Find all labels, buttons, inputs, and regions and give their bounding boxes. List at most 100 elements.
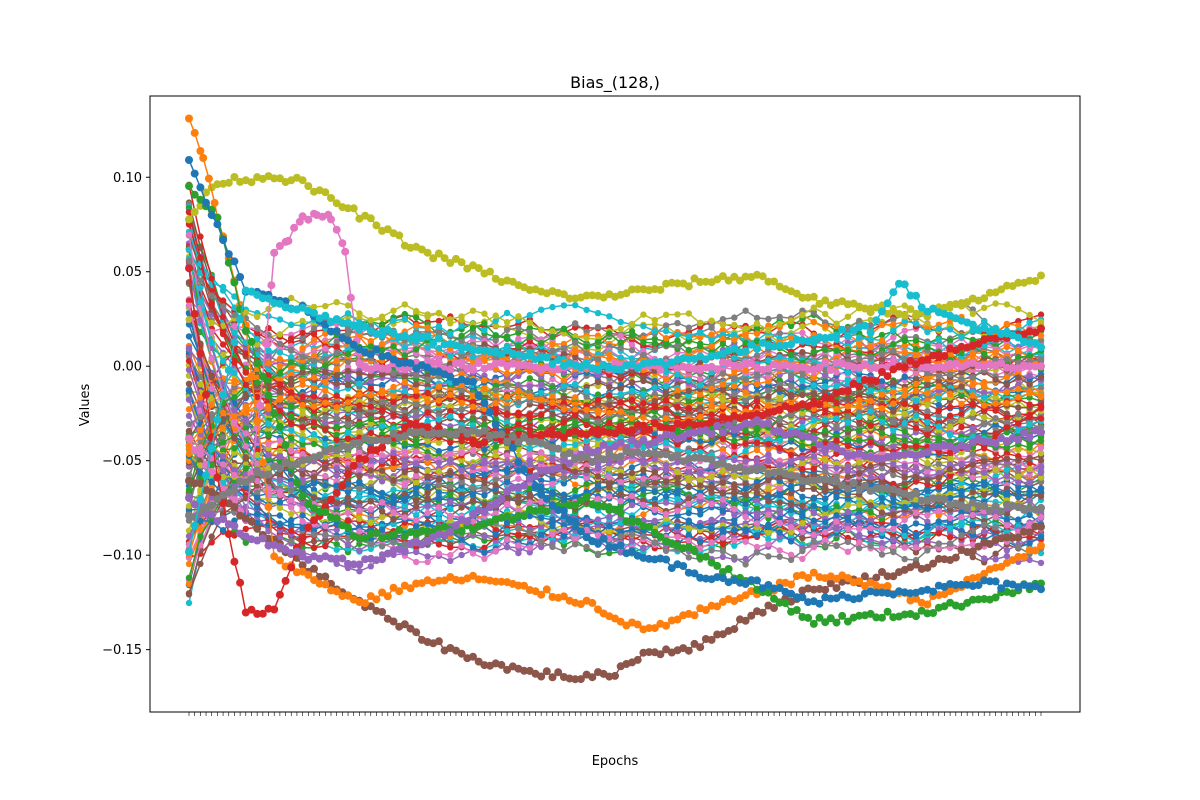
data-point bbox=[265, 353, 272, 360]
data-point bbox=[583, 480, 590, 488]
data-point bbox=[753, 446, 761, 454]
data-point bbox=[424, 458, 431, 466]
data-point bbox=[787, 322, 795, 330]
data-point bbox=[810, 374, 817, 381]
data-point bbox=[1037, 374, 1045, 381]
data-point bbox=[344, 541, 352, 548]
data-point bbox=[890, 378, 897, 386]
data-point bbox=[254, 341, 261, 348]
series-line bbox=[188, 305, 1042, 522]
data-point bbox=[515, 368, 522, 375]
data-point bbox=[310, 538, 318, 545]
data-point bbox=[413, 314, 420, 321]
data-point bbox=[572, 481, 579, 488]
data-point bbox=[503, 370, 511, 377]
data-point bbox=[333, 546, 340, 553]
data-point bbox=[231, 532, 238, 539]
data-point bbox=[594, 378, 602, 386]
data-point bbox=[594, 371, 602, 379]
data-point bbox=[969, 336, 976, 344]
data-point bbox=[924, 321, 931, 328]
data-point bbox=[753, 325, 761, 332]
data-point bbox=[242, 525, 249, 533]
data-point bbox=[322, 537, 329, 544]
data-point bbox=[765, 536, 772, 543]
data-point bbox=[481, 532, 488, 540]
data-point bbox=[1003, 381, 1011, 389]
data-point bbox=[481, 377, 488, 384]
data-point bbox=[822, 388, 829, 395]
data-point bbox=[356, 547, 363, 554]
data-point bbox=[662, 322, 670, 329]
data-point bbox=[799, 329, 806, 336]
data-point bbox=[413, 381, 420, 388]
data-point bbox=[1037, 311, 1045, 318]
data-point bbox=[299, 317, 306, 325]
data-point bbox=[481, 537, 488, 544]
data-point bbox=[833, 502, 840, 510]
data-point bbox=[946, 534, 954, 541]
data-point bbox=[901, 373, 908, 381]
data-point bbox=[776, 485, 783, 492]
data-point bbox=[1015, 446, 1022, 453]
data-point bbox=[219, 434, 227, 441]
data-point bbox=[640, 511, 647, 518]
data-point bbox=[526, 375, 533, 382]
data-point bbox=[185, 599, 193, 607]
data-point bbox=[310, 544, 318, 551]
data-point bbox=[924, 487, 931, 494]
data-point bbox=[981, 528, 988, 535]
data-point bbox=[219, 341, 227, 348]
data-point bbox=[1003, 374, 1011, 381]
data-point bbox=[219, 351, 227, 359]
data-point bbox=[526, 549, 533, 556]
data-point bbox=[435, 509, 443, 516]
data-point bbox=[481, 544, 488, 551]
data-point bbox=[799, 383, 806, 391]
data-point bbox=[753, 497, 761, 505]
data-point bbox=[185, 380, 193, 387]
data-point bbox=[901, 327, 908, 334]
data-point bbox=[435, 489, 443, 496]
data-point bbox=[1026, 381, 1033, 388]
data-point bbox=[242, 539, 249, 546]
data-point bbox=[356, 374, 363, 382]
data-point bbox=[935, 401, 942, 409]
data-point bbox=[935, 530, 942, 537]
data-point bbox=[197, 381, 204, 388]
data-point bbox=[1037, 549, 1045, 557]
data-point bbox=[447, 505, 454, 513]
data-point bbox=[992, 376, 999, 383]
data-point bbox=[378, 381, 386, 389]
data-point bbox=[515, 329, 522, 337]
data-point bbox=[503, 326, 511, 334]
data-point bbox=[322, 542, 329, 550]
data-point bbox=[731, 542, 738, 549]
data-point bbox=[1015, 374, 1022, 381]
data-point bbox=[878, 378, 886, 385]
data-point bbox=[799, 323, 806, 330]
data-point bbox=[185, 560, 193, 568]
data-point bbox=[651, 335, 658, 342]
data-point bbox=[344, 374, 352, 382]
data-point bbox=[435, 317, 443, 325]
data-point bbox=[1037, 449, 1045, 457]
data-point bbox=[969, 553, 976, 561]
data-point bbox=[356, 494, 363, 501]
data-point bbox=[674, 496, 681, 503]
data-point bbox=[310, 486, 318, 493]
data-point bbox=[912, 337, 920, 344]
data-point bbox=[776, 330, 783, 337]
data-point bbox=[378, 321, 386, 328]
data-point bbox=[901, 342, 908, 349]
data-point bbox=[662, 525, 670, 533]
data-point bbox=[765, 315, 772, 323]
data-point bbox=[469, 307, 477, 314]
data-point bbox=[322, 472, 329, 480]
data-point bbox=[924, 518, 931, 525]
data-point bbox=[367, 545, 374, 553]
data-point bbox=[1037, 444, 1045, 451]
data-point bbox=[719, 540, 727, 548]
data-point bbox=[594, 323, 602, 331]
data-point bbox=[424, 356, 431, 364]
